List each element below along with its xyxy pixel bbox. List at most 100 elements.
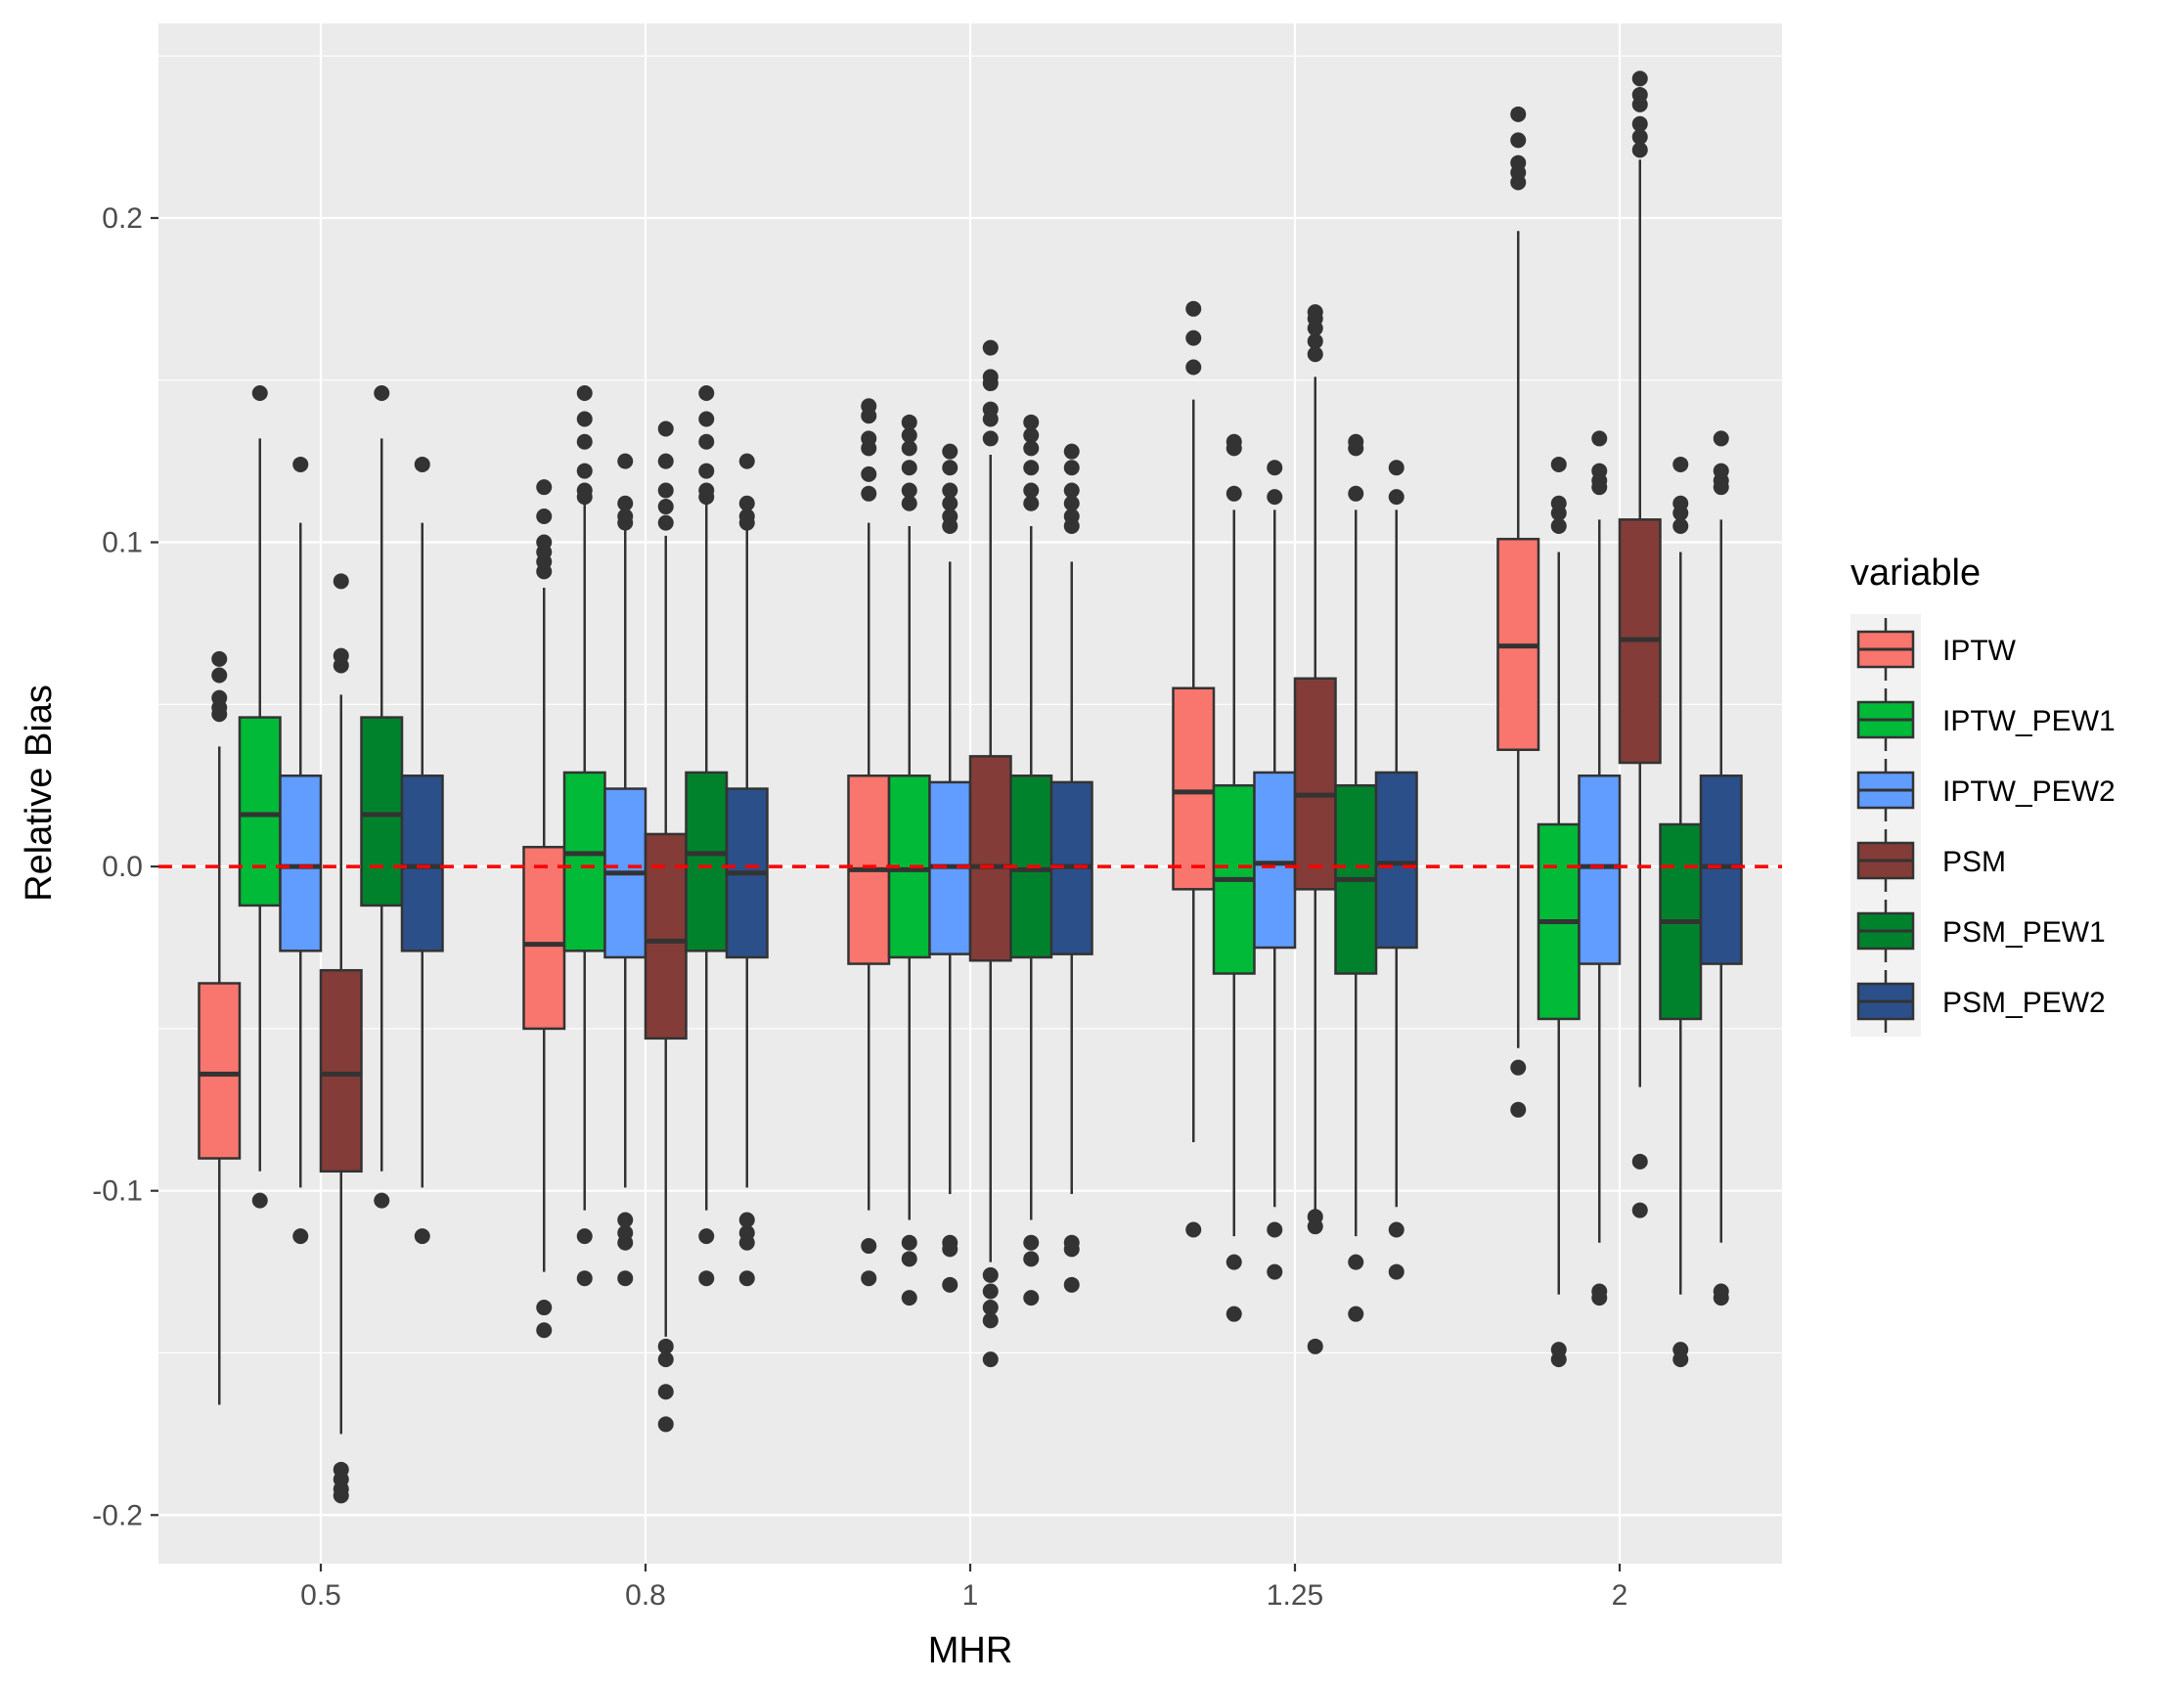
outlier-point	[576, 1228, 593, 1245]
legend-item: PSM	[1850, 825, 2006, 896]
outlier-point	[901, 482, 917, 499]
outlier-point	[982, 369, 999, 385]
outlier-point	[1631, 1202, 1648, 1218]
box	[360, 716, 404, 907]
outlier-point	[1388, 1221, 1404, 1238]
x-tick-label: 0.5	[300, 1579, 341, 1612]
outlier-point	[1063, 482, 1080, 499]
x-axis-title: MHR	[928, 1630, 1013, 1671]
box	[238, 716, 282, 907]
outlier-point	[1510, 132, 1527, 149]
outlier-point	[1631, 86, 1648, 103]
y-tick-label: 0.1	[102, 527, 143, 559]
box	[1172, 686, 1216, 891]
outlier-point	[536, 509, 553, 524]
outlier-point	[657, 1338, 674, 1354]
outlier-point	[1591, 1283, 1608, 1300]
outlier-point	[657, 1351, 674, 1368]
outlier-point	[1672, 517, 1689, 534]
outlier-point	[1185, 330, 1202, 346]
box	[968, 755, 1012, 962]
outlier-point	[982, 1300, 999, 1316]
legend: variable IPTW IPTW_PEW1 IPTW_PEW2 PSM PSM_PE…	[1850, 553, 2116, 1037]
box	[1293, 677, 1337, 891]
outlier-point	[576, 411, 593, 427]
outlier-point	[1023, 1290, 1040, 1306]
outlier-point	[942, 460, 958, 476]
outlier-point	[617, 495, 634, 511]
outlier-point	[251, 1192, 268, 1209]
legend-item: IPTW_PEW2	[1850, 755, 2116, 825]
outlier-point	[738, 1270, 755, 1287]
axes-layer: -0.2 -0.1 0.0 0.1 0.2 0.5 0.8 1 1.25 2	[92, 202, 1627, 1612]
outlier-point	[1348, 1306, 1364, 1322]
outlier-point	[211, 667, 228, 684]
series-IPTW_PEW2	[279, 430, 1622, 1306]
outlier-point	[1672, 456, 1689, 472]
series-IPTW_PEW1	[238, 385, 1581, 1368]
outlier-point	[1510, 1059, 1527, 1076]
box	[1699, 775, 1743, 965]
outlier-point	[1023, 460, 1040, 476]
outlier-point	[942, 495, 958, 511]
outlier-point	[1388, 489, 1404, 506]
boxes-layer	[198, 70, 1743, 1504]
outlier-point	[982, 1266, 999, 1283]
outlier-point	[1267, 460, 1283, 476]
outlier-point	[211, 689, 228, 706]
outlier-point	[657, 499, 674, 515]
outlier-point	[901, 495, 917, 511]
outlier-point	[657, 420, 674, 437]
legend-item: PSM_PEW2	[1850, 966, 2106, 1037]
legend-keys: IPTW IPTW_PEW1 IPTW_PEW2 PSM PSM_PEW1 PSM_PEW…	[1850, 614, 2116, 1037]
box	[1253, 771, 1297, 950]
outlier-point	[1550, 456, 1567, 472]
x-tick-label: 2	[1612, 1579, 1628, 1612]
outlier-point	[1510, 155, 1527, 171]
outlier-point	[861, 485, 877, 502]
y-tick-label: -0.1	[92, 1175, 143, 1208]
outlier-point	[982, 1312, 999, 1329]
outlier-point	[982, 339, 999, 356]
outlier-point	[982, 1351, 999, 1368]
outlier-point	[1226, 1306, 1242, 1322]
outlier-point	[738, 453, 755, 469]
outlier-point	[1631, 129, 1648, 146]
outlier-point	[1388, 1263, 1404, 1280]
outlier-point	[942, 443, 958, 460]
outlier-point	[861, 1238, 877, 1255]
x-tick-label: 0.8	[625, 1579, 666, 1612]
outlier-point	[1267, 1263, 1283, 1280]
outlier-point	[1023, 1234, 1040, 1251]
outlier-point	[1713, 430, 1729, 447]
outlier-point	[942, 1276, 958, 1293]
outlier-point	[657, 1416, 674, 1433]
outlier-point	[1063, 495, 1080, 511]
outlier-point	[1388, 460, 1404, 476]
outlier-point	[1023, 1251, 1040, 1267]
outlier-point	[1631, 142, 1648, 158]
box	[685, 771, 729, 952]
outlier-point	[1226, 1254, 1242, 1270]
outlier-point	[1063, 509, 1080, 524]
outlier-point	[1023, 495, 1040, 511]
outlier-point	[657, 482, 674, 499]
outlier-point	[1063, 1234, 1080, 1251]
outlier-point	[333, 1461, 349, 1478]
outlier-point	[698, 411, 715, 427]
outlier-point	[333, 573, 349, 590]
box	[522, 845, 566, 1031]
outlier-point	[1631, 115, 1648, 132]
outlier-point	[657, 1384, 674, 1400]
outlier-point	[1550, 1342, 1567, 1358]
legend-label: IPTW	[1942, 635, 2017, 667]
outlier-point	[1631, 70, 1648, 87]
outlier-point	[414, 456, 430, 472]
outlier-point	[982, 430, 999, 447]
series-PSM_PEW1	[360, 385, 1703, 1368]
outlier-point	[982, 1283, 999, 1300]
outlier-point	[1631, 1153, 1648, 1170]
box	[1578, 775, 1622, 965]
outlier-point	[1713, 1283, 1729, 1300]
outlier-point	[1591, 430, 1608, 447]
